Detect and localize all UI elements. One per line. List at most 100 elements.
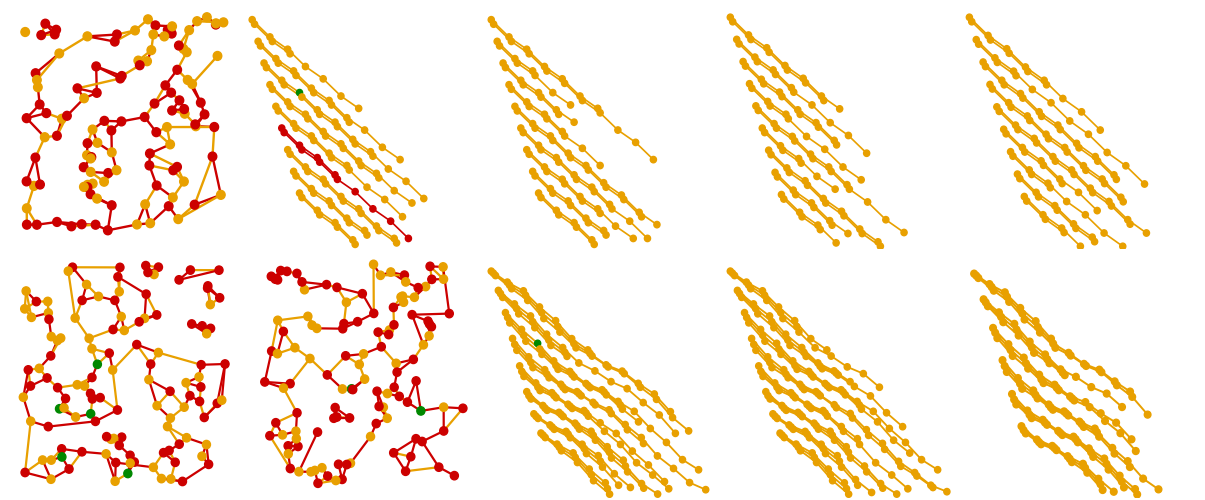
Circle shape bbox=[143, 268, 152, 276]
Circle shape bbox=[346, 119, 352, 126]
Circle shape bbox=[1081, 360, 1087, 368]
Circle shape bbox=[568, 202, 574, 208]
Circle shape bbox=[1124, 458, 1131, 464]
Circle shape bbox=[400, 271, 408, 280]
Circle shape bbox=[1095, 433, 1103, 440]
Circle shape bbox=[1015, 374, 1021, 382]
Circle shape bbox=[1005, 341, 1012, 347]
Circle shape bbox=[584, 382, 592, 389]
Circle shape bbox=[305, 168, 311, 174]
Circle shape bbox=[110, 434, 118, 442]
Circle shape bbox=[329, 154, 335, 161]
Circle shape bbox=[571, 220, 577, 226]
Circle shape bbox=[55, 404, 64, 413]
Circle shape bbox=[64, 267, 72, 276]
Circle shape bbox=[806, 434, 812, 441]
Circle shape bbox=[313, 324, 321, 332]
Circle shape bbox=[293, 434, 300, 443]
Circle shape bbox=[212, 20, 221, 29]
Circle shape bbox=[255, 38, 261, 44]
Circle shape bbox=[287, 50, 293, 57]
Circle shape bbox=[405, 235, 411, 242]
Circle shape bbox=[31, 69, 40, 78]
Circle shape bbox=[107, 201, 116, 209]
Circle shape bbox=[412, 434, 421, 443]
Circle shape bbox=[824, 347, 830, 353]
Circle shape bbox=[753, 306, 759, 312]
Circle shape bbox=[751, 301, 757, 307]
Circle shape bbox=[549, 90, 556, 96]
Circle shape bbox=[315, 154, 321, 161]
Circle shape bbox=[562, 80, 568, 86]
Circle shape bbox=[1121, 198, 1127, 205]
Circle shape bbox=[758, 326, 764, 332]
Circle shape bbox=[1013, 72, 1019, 79]
Circle shape bbox=[1092, 238, 1098, 245]
Circle shape bbox=[299, 194, 305, 200]
Circle shape bbox=[521, 130, 527, 136]
Circle shape bbox=[565, 198, 571, 204]
Circle shape bbox=[1047, 184, 1053, 191]
Circle shape bbox=[386, 326, 394, 334]
Circle shape bbox=[1127, 388, 1134, 395]
Circle shape bbox=[515, 108, 521, 114]
Circle shape bbox=[399, 292, 406, 300]
Circle shape bbox=[568, 154, 574, 161]
Circle shape bbox=[1021, 426, 1027, 434]
Circle shape bbox=[792, 138, 798, 144]
Circle shape bbox=[606, 449, 612, 456]
Circle shape bbox=[795, 156, 801, 162]
Circle shape bbox=[748, 85, 754, 91]
Circle shape bbox=[1017, 176, 1023, 182]
Circle shape bbox=[1086, 445, 1092, 452]
Circle shape bbox=[548, 390, 556, 396]
Circle shape bbox=[500, 294, 506, 300]
Circle shape bbox=[640, 400, 646, 406]
Circle shape bbox=[619, 406, 625, 412]
Circle shape bbox=[1128, 436, 1135, 443]
Circle shape bbox=[728, 14, 734, 20]
Circle shape bbox=[141, 200, 149, 209]
Circle shape bbox=[1044, 422, 1051, 428]
Circle shape bbox=[352, 241, 358, 248]
Circle shape bbox=[415, 284, 422, 292]
Circle shape bbox=[777, 142, 783, 149]
Circle shape bbox=[1113, 382, 1121, 388]
Circle shape bbox=[783, 371, 789, 378]
Circle shape bbox=[175, 440, 183, 448]
Circle shape bbox=[540, 432, 546, 438]
Circle shape bbox=[80, 182, 88, 192]
Circle shape bbox=[783, 111, 789, 117]
Circle shape bbox=[543, 116, 549, 122]
Circle shape bbox=[386, 166, 392, 172]
Circle shape bbox=[20, 28, 29, 36]
Circle shape bbox=[586, 413, 592, 420]
Circle shape bbox=[992, 54, 998, 61]
Circle shape bbox=[53, 384, 61, 392]
Circle shape bbox=[781, 196, 787, 202]
Circle shape bbox=[1039, 113, 1045, 119]
Circle shape bbox=[630, 235, 636, 242]
Circle shape bbox=[164, 26, 172, 35]
Circle shape bbox=[290, 120, 296, 127]
Circle shape bbox=[337, 140, 345, 147]
Circle shape bbox=[269, 38, 276, 44]
Circle shape bbox=[308, 321, 316, 330]
Circle shape bbox=[358, 210, 364, 216]
Circle shape bbox=[586, 220, 592, 226]
Circle shape bbox=[82, 280, 90, 288]
Circle shape bbox=[339, 385, 347, 393]
Circle shape bbox=[935, 466, 941, 473]
Circle shape bbox=[1064, 453, 1071, 460]
Circle shape bbox=[764, 297, 770, 304]
Circle shape bbox=[1044, 131, 1050, 138]
Circle shape bbox=[518, 326, 524, 332]
Circle shape bbox=[1028, 414, 1035, 422]
Circle shape bbox=[346, 220, 352, 226]
Circle shape bbox=[1038, 158, 1045, 164]
Circle shape bbox=[1082, 398, 1088, 406]
Circle shape bbox=[1092, 154, 1099, 160]
Circle shape bbox=[1112, 419, 1119, 426]
Circle shape bbox=[1042, 216, 1048, 222]
Circle shape bbox=[583, 162, 589, 168]
